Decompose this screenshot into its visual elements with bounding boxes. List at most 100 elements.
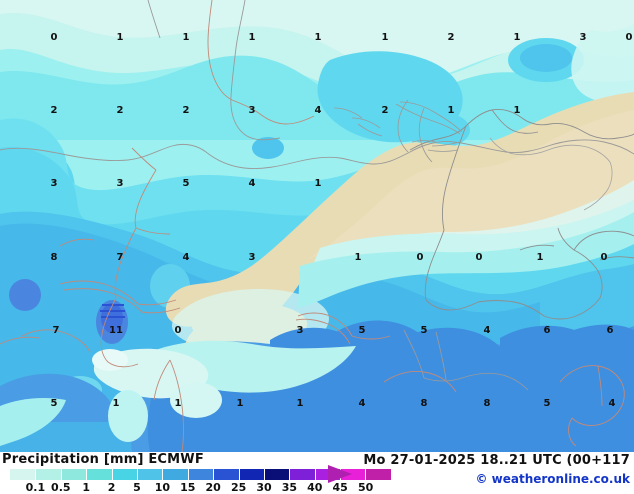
precip-value-label: 1 (174, 398, 182, 409)
precip-value-label: 5 (358, 325, 366, 336)
precip-value-label: 3 (248, 252, 256, 263)
scale-tick-label: 0.1 (25, 481, 46, 494)
precip-value-label: 5 (182, 178, 190, 189)
precip-bumps-bottom (270, 320, 634, 378)
scale-tick-label: 20 (205, 481, 221, 494)
map-islands-centre (333, 99, 463, 163)
color-swatch (238, 469, 264, 480)
precip-value-label: 4 (314, 105, 322, 116)
color-swatch (263, 469, 290, 480)
precip-value-label: 2 (182, 105, 190, 116)
color-swatch (314, 469, 341, 480)
precip-value-label: 1 (182, 32, 190, 43)
precip-value-label: 1 (116, 32, 124, 43)
precip-value-label: 0 (50, 32, 58, 43)
precip-value-label: 0 (625, 32, 633, 43)
precip-value-label: 1 (236, 398, 244, 409)
precip-value-label: 11 (109, 325, 123, 336)
precip-value-label: 4 (483, 325, 491, 336)
color-swatch (187, 469, 214, 480)
color-swatch (60, 469, 87, 480)
color-scale (10, 469, 391, 480)
map-coastline-brown (0, 0, 625, 452)
precip-value-label: 5 (543, 398, 551, 409)
precip-value-label: 1 (354, 252, 362, 263)
legend-bar: Precipitation [mm] ECMWF 0.1 0.5 1 2 5 10 15 20… (0, 452, 634, 494)
precip-value-label: 8 (483, 398, 491, 409)
precip-value-label: 4 (182, 252, 190, 263)
precip-value-label: 5 (420, 325, 428, 336)
scale-tick-label: 5 (133, 481, 141, 494)
precip-value-label: 1 (381, 32, 389, 43)
precip-pale-bottomleft (0, 398, 66, 446)
precip-value-label: 3 (116, 178, 124, 189)
precip-value-label: 1 (513, 105, 521, 116)
scale-tick-label: 50 (357, 481, 374, 494)
color-scale-ticks: 0.1 0.5 1 2 5 10 15 20 25 30 35 40 45 50 (0, 481, 374, 494)
color-swatch (289, 469, 315, 480)
precip-value-label: 4 (608, 398, 616, 409)
scale-tick-label: 25 (230, 481, 247, 494)
scale-tick-label: 35 (281, 481, 298, 494)
precip-value-label: 6 (543, 325, 551, 336)
precip-value-label: 0 (475, 252, 483, 263)
precip-value-label: 7 (52, 325, 60, 336)
precip-value-label: 2 (381, 105, 389, 116)
precip-pale-rim-ur (571, 24, 634, 104)
map-borders-lower (403, 329, 529, 391)
precip-pale-core-2 (170, 382, 222, 418)
map-coastline-right (409, 109, 634, 320)
precip-blob-small-1 (410, 112, 470, 148)
color-swatch (86, 469, 112, 480)
color-swatch (213, 469, 239, 480)
precip-value-label: 0 (416, 252, 424, 263)
precip-value-label: 8 (420, 398, 428, 409)
color-swatch (162, 469, 188, 480)
map-canvas (0, 0, 634, 452)
scale-tick-label: 15 (180, 481, 196, 494)
precip-value-label: 3 (50, 178, 58, 189)
precip-blob-small-2b (520, 44, 572, 72)
color-swatch (136, 469, 163, 480)
precip-value-label: 8 (50, 252, 58, 263)
precip-value-label: 5 (50, 398, 58, 409)
precip-value-label: 3 (579, 32, 587, 43)
precip-value-label: 1 (314, 178, 322, 189)
scale-tick-label: 40 (307, 481, 323, 494)
precip-blob-small-3 (252, 137, 284, 159)
precip-value-label: 0 (174, 325, 182, 336)
precip-band-lightcyan-right (298, 212, 634, 308)
color-scale-arrow (328, 465, 352, 483)
color-swatch (10, 469, 36, 480)
precip-band-pale-top (0, 0, 634, 81)
color-swatch (365, 469, 391, 480)
precip-value-label: 1 (314, 32, 322, 43)
scale-tick-label: 1 (82, 481, 91, 494)
scale-tick-label: 2 (107, 481, 116, 494)
precip-value-label: 2 (50, 105, 58, 116)
precip-pale-core-1 (92, 349, 128, 371)
map-borders-upper-land (489, 137, 613, 211)
precip-value-label: 1 (447, 105, 455, 116)
precip-value-label: 1 (536, 252, 544, 263)
precip-core-blue-1 (9, 279, 41, 311)
precip-value-label: 2 (447, 32, 455, 43)
scale-tick-label: 0.5 (51, 481, 71, 494)
precip-pale-band-right (300, 200, 634, 296)
precipitation-map[interactable]: 0 1 1 1 1 1 2 1 3 0 2 2 2 3 4 2 1 1 3 3 5 4 1 8 7 4 3 1 0 0 1 0 7 11 0 3 5 5 4… (0, 0, 634, 452)
map-borders (0, 0, 634, 169)
legend-title: Precipitation [mm] ECMWF (2, 452, 204, 467)
precip-value-label: 2 (116, 105, 124, 116)
precip-band-cyan-midleft-b (0, 118, 634, 225)
precip-value-label: 4 (358, 398, 366, 409)
precip-value-label: 1 (513, 32, 521, 43)
precip-value-label: 4 (248, 178, 256, 189)
color-swatch (111, 469, 137, 480)
precip-pale-core-3 (108, 390, 148, 442)
precip-value-label: 6 (606, 325, 614, 336)
scale-tick-label: 10 (154, 481, 171, 494)
precip-value-label: 1 (296, 398, 304, 409)
precip-value-label: 0 (600, 252, 608, 263)
precip-value-label: 7 (116, 252, 124, 263)
